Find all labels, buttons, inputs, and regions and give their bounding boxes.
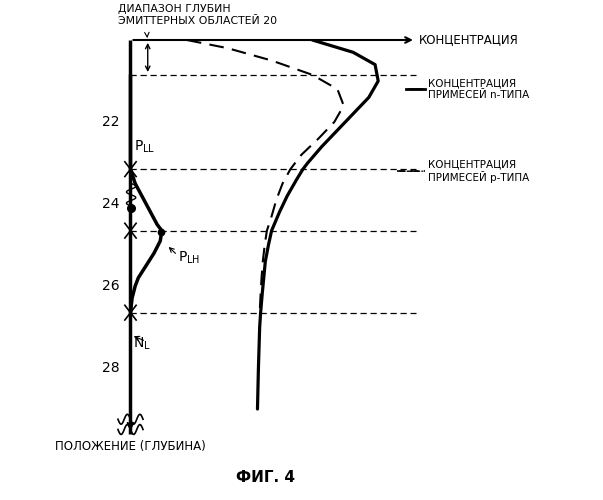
Text: 26: 26	[102, 279, 119, 293]
Text: ФИГ. 4: ФИГ. 4	[236, 470, 295, 485]
Text: КОНЦЕНТРАЦИЯ
ПРИМЕСЕЙ р-ТИПА: КОНЦЕНТРАЦИЯ ПРИМЕСЕЙ р-ТИПА	[428, 159, 529, 183]
Text: 24: 24	[102, 197, 119, 211]
Text: КОНЦЕНТРАЦИЯ: КОНЦЕНТРАЦИЯ	[419, 34, 519, 46]
Text: 22: 22	[102, 115, 119, 129]
Text: $\mathregular{N_L}$: $\mathregular{N_L}$	[133, 335, 151, 351]
Text: ПОЛОЖЕНИЕ (ГЛУБИНА): ПОЛОЖЕНИЕ (ГЛУБИНА)	[55, 440, 206, 453]
Text: $\mathregular{P_{LH}}$: $\mathregular{P_{LH}}$	[177, 249, 200, 266]
Text: $\mathregular{P_{LL}}$: $\mathregular{P_{LL}}$	[134, 138, 155, 155]
Text: ДИАПАЗОН ГЛУБИН
ЭМИТТЕРНЫХ ОБЛАСТЕЙ 20: ДИАПАЗОН ГЛУБИН ЭМИТТЕРНЫХ ОБЛАСТЕЙ 20	[118, 4, 277, 26]
Text: КОНЦЕНТРАЦИЯ
ПРИМЕСЕЙ n-ТИПА: КОНЦЕНТРАЦИЯ ПРИМЕСЕЙ n-ТИПА	[428, 78, 529, 100]
Text: 28: 28	[102, 361, 119, 375]
